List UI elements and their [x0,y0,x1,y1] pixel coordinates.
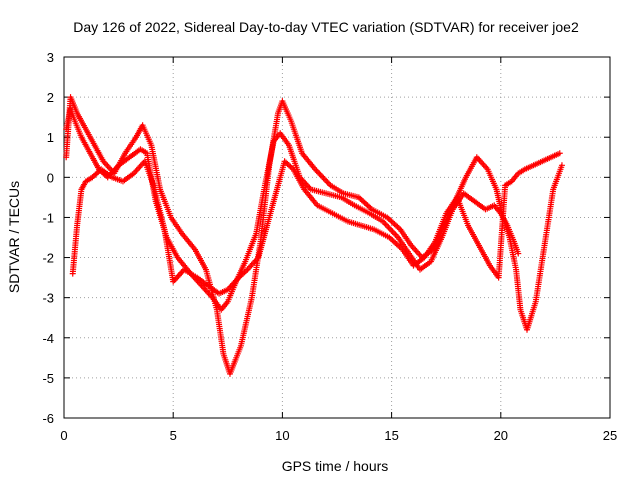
y-axis-label: SDTVAR / TECUs [6,181,22,293]
chart-title: Day 126 of 2022, Sidereal Day-to-day VTE… [73,19,579,35]
data-point [317,172,324,179]
data-point [314,169,321,176]
data-point [313,167,320,174]
data-point [320,175,327,182]
y-tick-label: 0 [47,170,54,185]
x-tick-label: 25 [603,428,617,443]
plot-frame [63,56,611,419]
y-tick-label: -3 [42,291,54,306]
y-tick-label: 2 [47,90,54,105]
data-point [558,162,565,169]
x-tick-label: 0 [60,428,67,443]
y-tick-label: -5 [42,371,54,386]
y-tick-label: 3 [47,50,54,65]
data-point [316,170,323,177]
data-point [386,225,393,232]
data-point [392,231,399,238]
axis-ticks: 0 5 10 15 20 25 -6 -5 -4 -3 -2 -1 0 1 2 3 [42,50,617,443]
x-tick-label: 5 [170,428,177,443]
data-point [324,179,331,186]
y-tick-label: -1 [42,210,54,225]
data-point [319,173,326,180]
y-tick-label: -4 [42,331,54,346]
x-axis-label: GPS time / hours [282,458,389,474]
data-point [385,224,392,231]
y-tick-label: 1 [47,130,54,145]
data-point [382,221,389,228]
x-tick-label: 15 [384,428,398,443]
data-point [389,228,396,235]
data-point [323,177,330,184]
data-point [556,150,563,157]
data-point [321,176,328,183]
y-tick-label: -2 [42,251,54,266]
data-point [384,222,391,229]
data-point [515,250,522,257]
x-tick-label: 20 [494,428,508,443]
data-marks [63,94,565,377]
x-tick-label: 10 [275,428,289,443]
data-point [390,230,397,237]
grid [64,57,610,418]
y-tick-label: -6 [42,411,54,426]
data-point [388,227,395,234]
